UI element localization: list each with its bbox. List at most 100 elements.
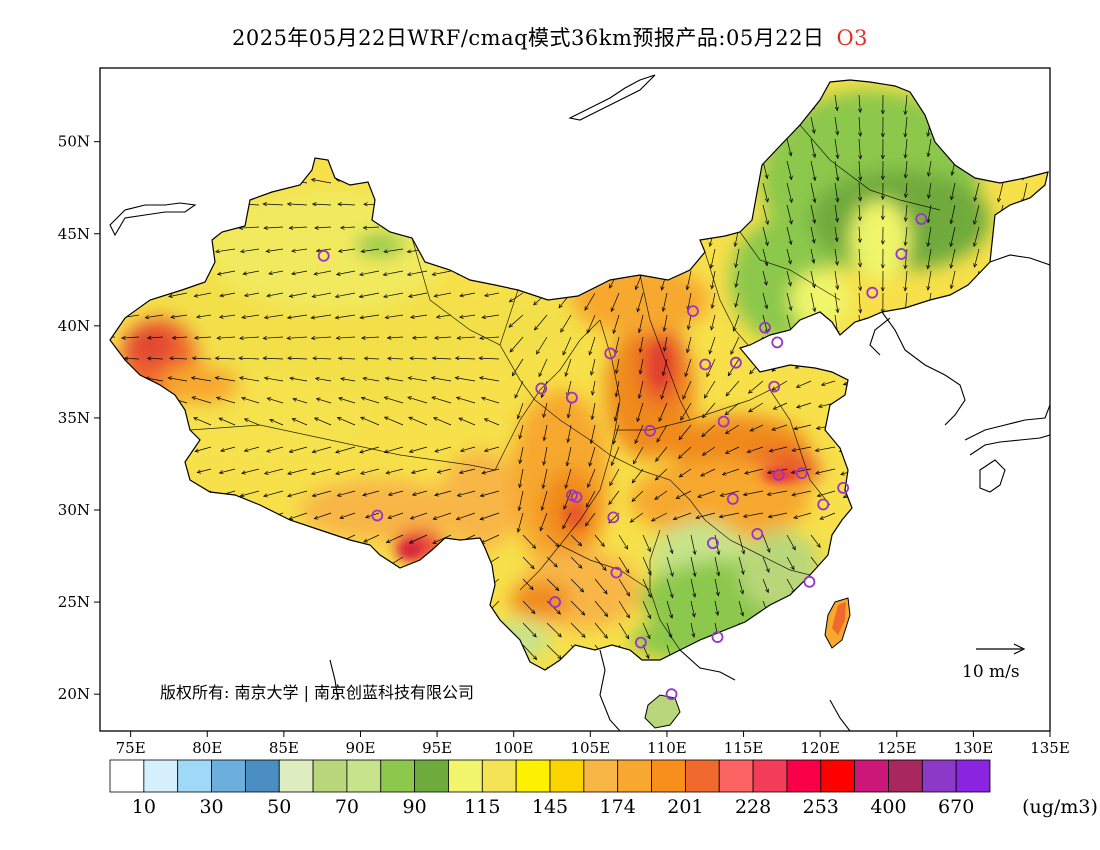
taiwan-peak	[832, 602, 846, 635]
wind-scale: 10 m/s	[962, 643, 1026, 682]
legend-swatch	[312, 759, 348, 793]
station-marker	[607, 511, 620, 524]
station-marker	[726, 493, 739, 505]
station-marker	[644, 424, 656, 437]
lon-tick-label: 125E	[877, 739, 917, 757]
province-borders	[189, 124, 941, 651]
legend-swatch	[888, 759, 923, 793]
station-marker	[837, 481, 850, 494]
station-marker	[610, 566, 623, 579]
copyright-text: 版权所有: 南京大学 | 南京创蓝科技有限公司	[160, 683, 474, 702]
legend-swatch	[854, 759, 889, 793]
station-marker	[371, 509, 384, 522]
station-marker	[535, 382, 548, 395]
lon-tick-label: 95E	[422, 739, 452, 757]
legend-swatch	[955, 759, 991, 793]
title-text: 2025年05月22日WRF/cmaq模式36km预报产品:05月22日	[231, 26, 825, 50]
legend-label: 400	[870, 796, 906, 818]
legend-swatch	[109, 759, 145, 793]
station-markers	[317, 213, 928, 701]
station-marker	[687, 305, 699, 318]
station-marker	[768, 380, 781, 393]
station-marker	[665, 688, 678, 701]
lat-tick-label: 25N	[58, 593, 90, 611]
legend-swatch	[583, 759, 619, 793]
legend-swatch	[448, 759, 483, 793]
lon-tick-label: 115E	[724, 739, 764, 757]
station-marker	[803, 575, 816, 588]
station-marker	[895, 248, 908, 260]
legend-swatch	[278, 759, 314, 793]
station-marker	[634, 636, 647, 649]
lat-tick-label: 45N	[58, 225, 90, 243]
station-marker	[317, 249, 330, 262]
station-marker	[759, 321, 771, 334]
lat-tick-label: 40N	[58, 317, 90, 335]
legend-label: 670	[938, 796, 974, 818]
legend-label: 115	[464, 796, 500, 818]
legend-swatch	[244, 759, 280, 793]
map-frame	[99, 67, 1051, 732]
station-marker	[751, 528, 764, 540]
legend-swatch	[549, 759, 585, 793]
legend-label: 174	[600, 796, 636, 818]
station-marker	[604, 347, 617, 360]
lon-tick-label: 130E	[954, 739, 994, 757]
lon-tick-label: 80E	[192, 739, 222, 757]
legend-label: 228	[735, 796, 771, 818]
legend-swatch	[684, 759, 720, 793]
legend-label: 70	[335, 796, 359, 818]
lon-tick-label: 135E	[1030, 739, 1070, 757]
lon-tick-label: 120E	[800, 739, 840, 757]
lon-tick-label: 100E	[494, 739, 534, 757]
legend-swatch	[481, 759, 517, 793]
legend-swatch	[414, 759, 449, 793]
color-legend: 10 30 50 70 90 115 145 174 201 228 253 400 670 (ug/m3…	[109, 759, 1098, 818]
latitude-axis: 20N 25N 30N 35N 40N 45N 50N	[58, 133, 100, 703]
lat-tick-label: 20N	[58, 685, 90, 703]
legend-swatch	[786, 759, 822, 793]
longitude-axis: 75E 80E 85E 90E 95E 100E 105E 110E 115E 120E 125E 1…	[116, 731, 1070, 757]
station-marker	[772, 469, 785, 481]
lat-tick-label: 50N	[58, 133, 90, 151]
legend-label: 30	[199, 796, 223, 818]
legend-swatch	[820, 759, 856, 793]
hainan-island	[644, 694, 681, 729]
station-marker	[699, 358, 712, 371]
lat-tick-label: 35N	[58, 409, 90, 427]
legend-swatch	[651, 759, 686, 793]
wind-scale-label: 10 m/s	[962, 662, 1020, 682]
legend-swatch	[346, 759, 382, 793]
legend-label: 201	[667, 796, 703, 818]
lat-tick-label: 30N	[58, 501, 90, 519]
legend-swatch	[718, 759, 754, 793]
legend-label: 10	[132, 796, 156, 818]
neighbour-coastlines	[109, 74, 1050, 731]
legend-swatch	[211, 759, 246, 793]
legend-swatch	[515, 759, 551, 793]
station-marker	[711, 631, 724, 643]
station-marker	[866, 286, 879, 299]
legend-swatch	[921, 759, 957, 793]
station-marker	[717, 415, 730, 428]
figure-title: 2025年05月22日WRF/cmaq模式36km预报产品:05月22日 O3	[0, 22, 1100, 52]
lon-tick-label: 105E	[571, 739, 611, 757]
station-marker	[707, 537, 719, 550]
lon-tick-label: 90E	[345, 739, 375, 757]
station-marker	[566, 489, 578, 502]
station-marker	[549, 596, 561, 608]
legend-swatch	[177, 759, 212, 793]
station-marker	[795, 467, 808, 480]
station-marker	[915, 213, 928, 225]
legend-swatch	[752, 759, 788, 793]
station-marker	[729, 356, 742, 369]
station-marker	[771, 336, 784, 349]
station-marker	[566, 391, 578, 404]
lon-tick-label: 85E	[269, 739, 299, 757]
legend-unit: (ug/m3)	[1022, 796, 1098, 818]
legend-swatch	[143, 759, 179, 793]
legend-label: 50	[267, 796, 291, 818]
legend-label: 145	[532, 796, 568, 818]
